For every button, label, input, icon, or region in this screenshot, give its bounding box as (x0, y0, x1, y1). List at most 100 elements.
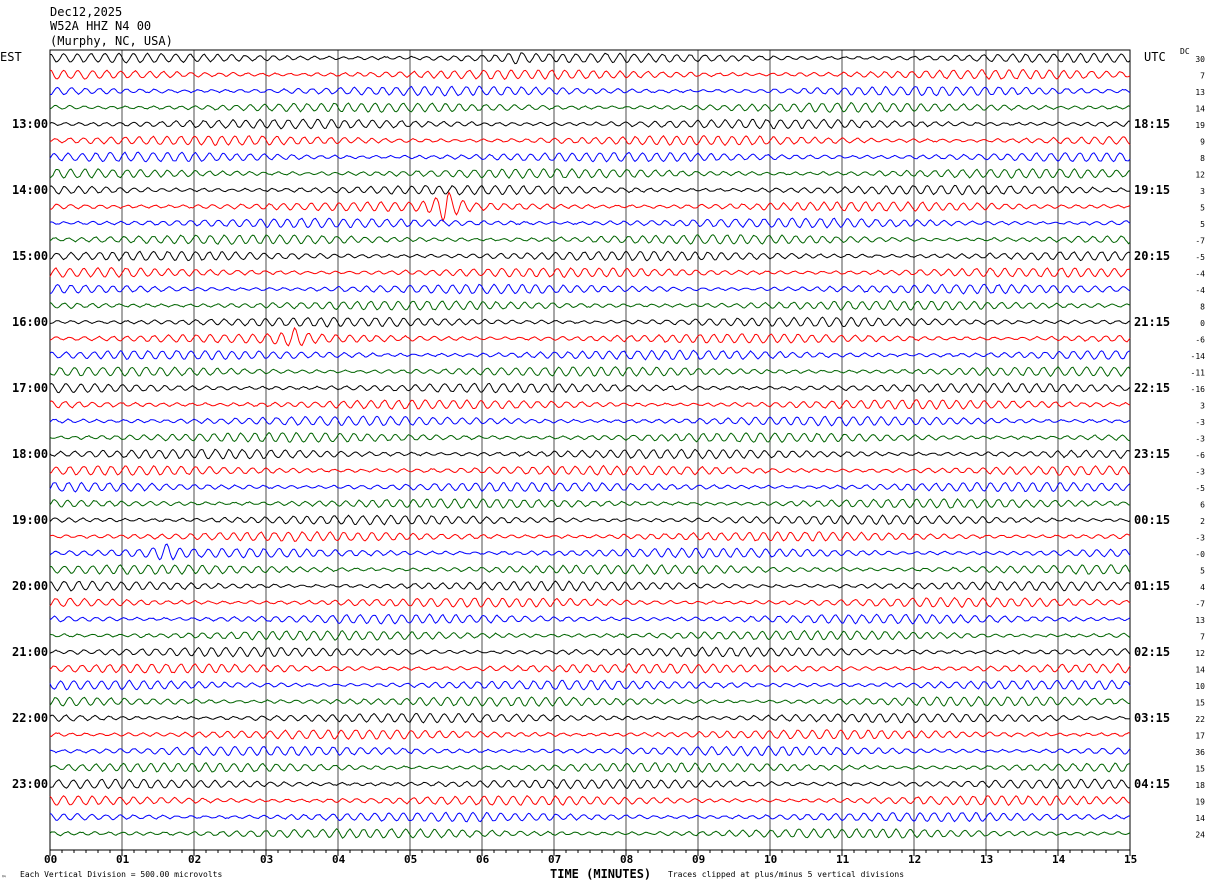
dc-offset-value: -7 (1195, 237, 1205, 246)
trace-row (49, 646, 1131, 658)
trace-row (49, 530, 1131, 542)
trace-row (49, 234, 1131, 245)
dc-offset-value: -6 (1195, 451, 1205, 460)
left-hour-label: 14:00 (12, 183, 48, 197)
dc-offset-value: 24 (1195, 831, 1205, 840)
trace-row (49, 167, 1131, 179)
left-timezone: EST (0, 50, 22, 64)
scale-note: Each Vertical Division = 500.00 microvol… (20, 870, 222, 879)
trace-row (49, 69, 1131, 80)
dc-offset-value: 5 (1200, 204, 1205, 213)
dc-offset-value: 18 (1195, 781, 1205, 790)
dc-offset-value: -3 (1195, 468, 1205, 477)
dc-offset-value: -5 (1195, 484, 1205, 493)
x-tick-label: 10 (764, 853, 777, 866)
left-hour-label: 19:00 (12, 513, 48, 527)
trace-row (49, 563, 1131, 575)
right-hour-label: 21:15 (1134, 315, 1170, 329)
dc-offset-value: 36 (1195, 748, 1205, 757)
right-hour-label: 18:15 (1134, 117, 1170, 131)
dc-offset-value: 15 (1195, 699, 1205, 708)
dc-offset-value: 8 (1200, 154, 1205, 163)
left-hour-label: 15:00 (12, 249, 48, 263)
x-axis-title: TIME (MINUTES) (550, 867, 651, 881)
trace-row (49, 283, 1131, 295)
right-hour-label: 04:15 (1134, 777, 1170, 791)
dc-label: DC (1180, 47, 1190, 56)
trace-row (49, 695, 1131, 708)
dc-offset-value: -3 (1195, 534, 1205, 543)
dc-offset-value: -14 (1191, 352, 1206, 361)
trace-row (50, 52, 1131, 65)
dc-offset-value: 14 (1195, 105, 1205, 114)
trace-row (49, 795, 1131, 807)
plot-frame (49, 49, 1131, 851)
x-tick-label: 05 (404, 853, 417, 866)
dc-offset-value: 13 (1195, 88, 1205, 97)
x-tick-label: 08 (620, 853, 633, 866)
x-tick-label: 12 (908, 853, 921, 866)
trace-row (49, 729, 1131, 740)
trace-row (49, 464, 1131, 476)
left-hour-label: 23:00 (12, 777, 48, 791)
x-tick-label: 13 (980, 853, 993, 866)
trace-row (49, 266, 1131, 279)
x-tick-label: 03 (260, 853, 273, 866)
dc-offset-value: 3 (1200, 187, 1205, 196)
trace-row (49, 184, 1131, 196)
trace-row (49, 349, 1131, 361)
x-tick-label: 00 (44, 853, 57, 866)
dc-offset-value: 22 (1195, 715, 1205, 724)
dc-offset-value: 5 (1200, 220, 1205, 229)
dc-offset-value: 13 (1195, 616, 1205, 625)
x-tick-label: 09 (692, 853, 705, 866)
trace-row (49, 365, 1131, 378)
dc-offset-value: 8 (1200, 303, 1205, 312)
trace-row (49, 828, 1131, 839)
dc-offset-value: -7 (1195, 600, 1205, 609)
trace-row (49, 712, 1131, 724)
dc-offset-value: 17 (1195, 732, 1205, 741)
trace-row (49, 811, 1131, 823)
dc-offset-value: 6 (1200, 501, 1205, 510)
right-hour-label: 01:15 (1134, 579, 1170, 593)
dc-offset-value: 10 (1195, 682, 1205, 691)
dc-offset-value: 19 (1195, 121, 1205, 130)
left-hour-label: 22:00 (12, 711, 48, 725)
clip-note: Traces clipped at plus/minus 5 vertical … (668, 870, 904, 879)
right-hour-label: 03:15 (1134, 711, 1170, 725)
dc-offset-value: 12 (1195, 171, 1205, 180)
dc-offset-value: 2 (1200, 517, 1205, 526)
left-hour-label: 16:00 (12, 315, 48, 329)
dc-offset-value: -3 (1195, 435, 1205, 444)
x-tick-label: 06 (476, 853, 490, 866)
dc-offset-value: -0 (1195, 550, 1205, 559)
trace-row (49, 299, 1131, 312)
trace-row (49, 613, 1131, 625)
trace-row (49, 745, 1131, 757)
dc-offset-value: 0 (1200, 319, 1205, 328)
dc-offset-value: 15 (1195, 765, 1205, 774)
x-tick-label: 04 (332, 853, 346, 866)
trace-row (49, 134, 1131, 147)
dc-offset-value: 7 (1200, 72, 1205, 81)
location-label: (Murphy, NC, USA) (50, 34, 173, 48)
dc-offset-value: -6 (1195, 336, 1205, 345)
trace-row (49, 326, 1131, 347)
right-hour-label: 19:15 (1134, 183, 1170, 197)
x-tick-label: 14 (1052, 853, 1066, 866)
trace-row (49, 399, 1131, 410)
trace-row (50, 191, 1131, 223)
trace-row (49, 543, 1131, 561)
dc-offset-value: 30 (1195, 55, 1205, 64)
dc-offset-value: -5 (1195, 253, 1205, 262)
right-hour-label: 02:15 (1134, 645, 1170, 659)
dc-offset-value: 12 (1195, 649, 1205, 658)
dc-offset-value: 7 (1200, 633, 1205, 642)
trace-row (49, 316, 1131, 328)
dc-offset-value: 14 (1195, 666, 1205, 675)
trace-row (49, 382, 1131, 394)
x-tick-label: 15 (1124, 853, 1137, 866)
